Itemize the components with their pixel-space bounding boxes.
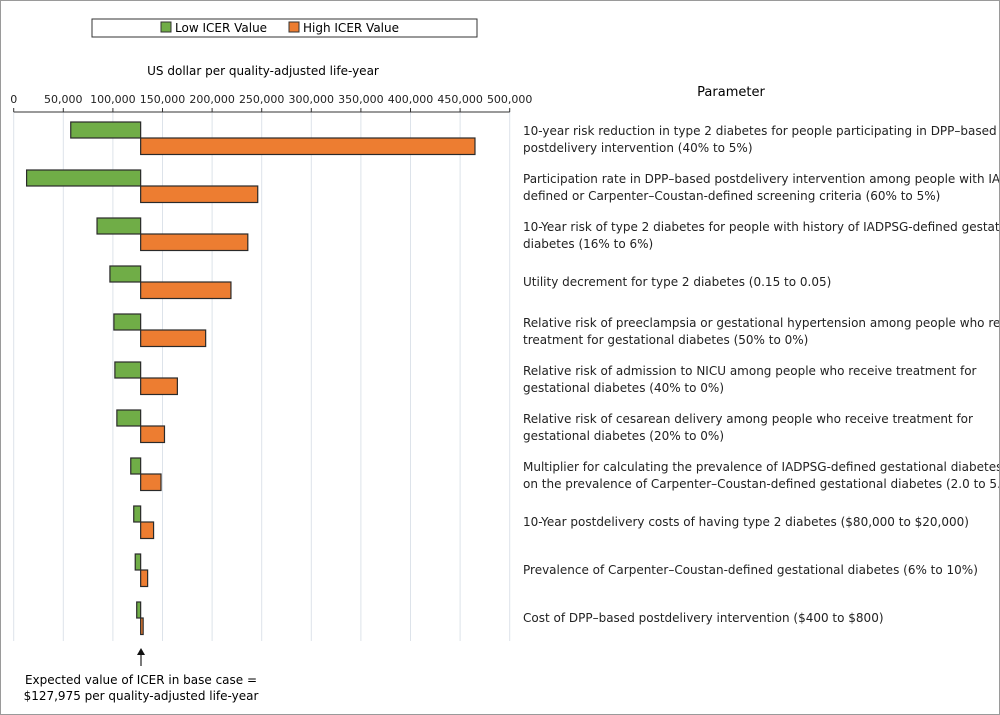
legend-label-high: High ICER Value: [303, 21, 399, 35]
legend: Low ICER Value High ICER Value: [91, 18, 478, 38]
bar-low-icer: [113, 313, 142, 331]
parameter-label: Relative risk of preeclampsia or gestati…: [523, 316, 999, 330]
bar-low-icer: [70, 121, 142, 139]
parameter-label: 10-Year risk of type 2 diabetes for peop…: [523, 220, 999, 234]
bar-high-icer: [140, 569, 149, 588]
parameter-header: Parameter: [697, 85, 765, 100]
x-tick-label: 400,000: [388, 93, 434, 106]
bar-low-icer: [134, 553, 142, 571]
arrow-up-icon: [137, 648, 145, 655]
x-tick-label: 300,000: [289, 93, 335, 106]
parameter-label: Relative risk of admission to NICU among…: [523, 364, 977, 378]
bar-low-icer: [109, 265, 142, 283]
bar-low-icer: [96, 217, 142, 235]
x-tick-label: 100,000: [90, 93, 136, 106]
x-tick-label: 0: [10, 93, 17, 106]
bar-high-icer: [140, 329, 207, 348]
parameter-label: 10-Year postdelivery costs of having typ…: [523, 515, 969, 529]
parameter-label: Participation rate in DPP–based postdeli…: [523, 172, 999, 186]
parameter-label: Relative risk of cesarean delivery among…: [523, 412, 973, 426]
parameter-label: defined or Carpenter–Coustan-defined scr…: [523, 189, 940, 203]
bar-high-icer: [140, 473, 162, 492]
base-case-annotation: Expected value of ICER in base case = $1…: [24, 648, 259, 703]
legend-swatch-low: [160, 21, 172, 33]
parameter-label: 10-year risk reduction in type 2 diabete…: [523, 124, 997, 138]
annotation-line-1: Expected value of ICER in base case =: [25, 673, 257, 687]
parameter-label: Multiplier for calculating the prevalenc…: [523, 460, 999, 474]
legend-swatch-high: [288, 21, 300, 33]
parameter-label: gestational diabetes (20% to 0%): [523, 429, 724, 443]
parameter-label: Prevalence of Carpenter–Coustan-defined …: [523, 563, 978, 577]
bar-high-icer: [140, 521, 155, 540]
x-tick-label: 450,000: [437, 93, 483, 106]
bar-high-icer: [140, 281, 232, 300]
bar-high-icer: [140, 617, 144, 636]
parameter-label: diabetes (16% to 6%): [523, 237, 653, 251]
x-tick-label: 150,000: [140, 93, 186, 106]
bar-high-icer: [140, 233, 249, 252]
bar-high-icer: [140, 377, 178, 396]
bar-high-icer: [140, 137, 476, 156]
parameter-label: on the prevalence of Carpenter–Coustan-d…: [523, 477, 999, 491]
legend-label-low: Low ICER Value: [175, 21, 267, 35]
parameter-label: gestational diabetes (40% to 0%): [523, 381, 724, 395]
x-tick-label: 200,000: [189, 93, 235, 106]
bar-low-icer: [130, 457, 142, 475]
parameter-label: Utility decrement for type 2 diabetes (0…: [523, 275, 831, 289]
bar-high-icer: [140, 185, 259, 204]
bar-low-icer: [25, 169, 142, 187]
x-tick-label: 50,000: [44, 93, 83, 106]
bar-low-icer: [133, 505, 142, 523]
parameter-label: postdelivery intervention (40% to 5%): [523, 141, 753, 155]
x-tick-label: 350,000: [338, 93, 384, 106]
x-tick-label: 250,000: [239, 93, 285, 106]
parameter-label: treatment for gestational diabetes (50% …: [523, 333, 808, 347]
bar-low-icer: [136, 601, 142, 619]
bar-high-icer: [140, 425, 166, 444]
parameter-label: Cost of DPP–based postdelivery intervent…: [523, 611, 884, 625]
x-tick-label: 500,000: [487, 93, 533, 106]
annotation-line-2: $127,975 per quality-adjusted life-year: [24, 689, 259, 703]
bar-low-icer: [116, 409, 142, 427]
legend-box: [91, 18, 478, 38]
x-axis-title: US dollar per quality-adjusted life-year: [147, 64, 379, 78]
bar-low-icer: [114, 361, 142, 379]
